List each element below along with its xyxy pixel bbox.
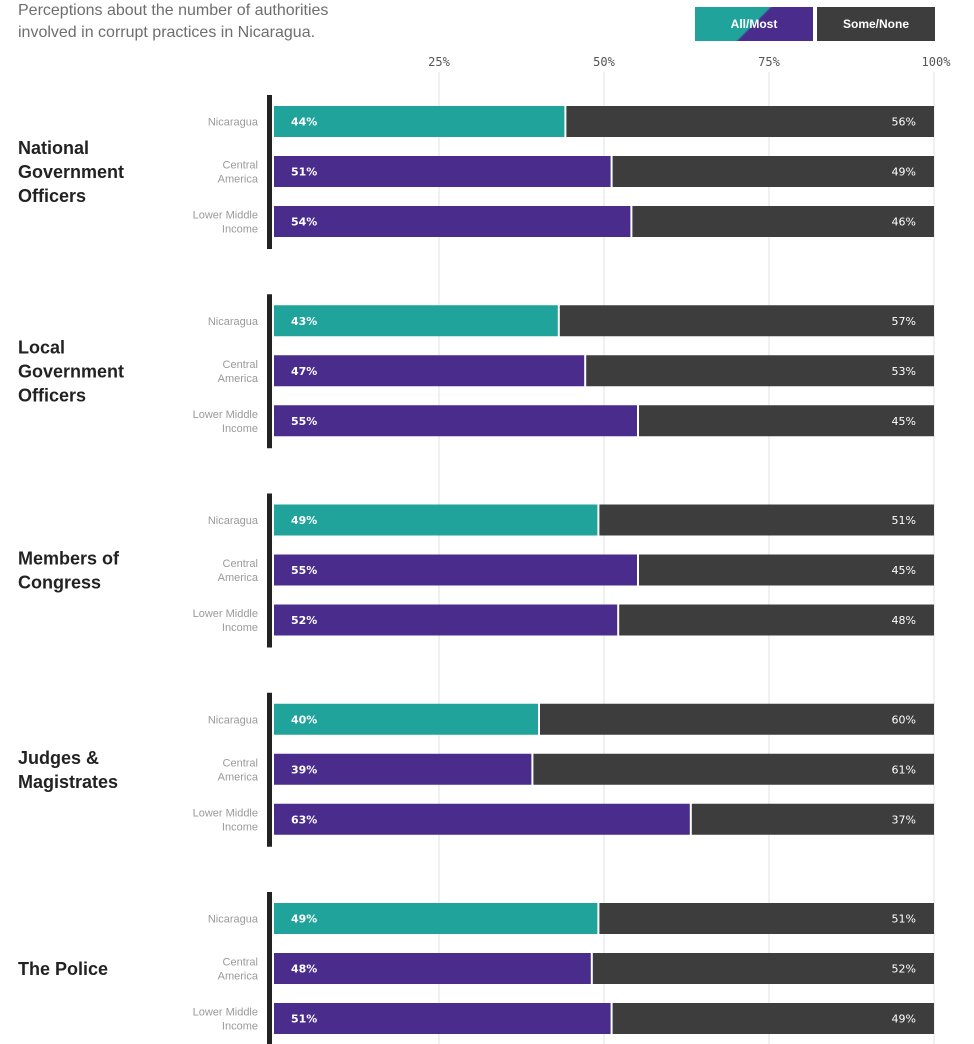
bar-some-none: [612, 1003, 934, 1034]
data-label-some-none: 57%: [892, 315, 916, 328]
bar-some-none: [691, 803, 934, 835]
data-label-all-most: 43%: [291, 315, 317, 328]
data-label-all-most: 51%: [291, 1013, 317, 1026]
data-label-some-none: 53%: [892, 365, 916, 378]
data-label-some-none: 60%: [892, 713, 916, 726]
row-label: Lower Middle Income: [193, 1007, 258, 1033]
bar-some-none: [533, 753, 934, 785]
group-label: The Police: [18, 959, 108, 979]
bar-some-none: [612, 156, 934, 187]
group-axis-bar: [267, 294, 272, 449]
data-label-all-most: 48%: [291, 963, 317, 976]
bar-all-most: [274, 405, 637, 437]
data-label-some-none: 51%: [892, 514, 916, 527]
row-label: Nicaragua: [208, 316, 259, 328]
group-axis-bar: [267, 692, 272, 847]
bar-all-most: [274, 156, 611, 187]
bar-all-most: [274, 554, 637, 586]
group-label: Local Government Officers: [18, 337, 124, 405]
bar-all-most: [274, 953, 591, 984]
data-label-some-none: 49%: [892, 166, 916, 179]
bar-all-most: [274, 803, 690, 835]
data-label-some-none: 49%: [892, 1013, 916, 1026]
data-label-some-none: 37%: [892, 813, 916, 826]
group-axis-bar: [267, 95, 272, 249]
row-label: Central America: [218, 160, 259, 186]
bar-some-none: [592, 953, 934, 984]
data-label-all-most: 47%: [291, 365, 317, 378]
group-axis-bar: [267, 493, 272, 648]
group-label: National Government Officers: [18, 138, 124, 206]
group-label: Members of Congress: [18, 549, 120, 593]
group-axis-bar: [267, 892, 272, 1044]
bar-all-most: [274, 1003, 611, 1034]
row-label: Nicaragua: [208, 515, 259, 527]
bar-all-most: [274, 604, 618, 636]
bar-all-most: [274, 753, 532, 785]
data-label-some-none: 46%: [892, 216, 916, 229]
row-label: Nicaragua: [208, 117, 259, 129]
data-label-all-most: 52%: [291, 614, 317, 627]
bar-some-none: [639, 405, 934, 437]
bar-all-most: [274, 355, 585, 387]
legend: All/Most Some/None: [695, 7, 935, 41]
data-label-all-most: 49%: [291, 514, 317, 527]
chart-subtitle: Perceptions about the number of authorit…: [18, 2, 329, 41]
data-label-some-none: 56%: [892, 116, 916, 129]
row-label: Nicaragua: [208, 914, 259, 926]
legend-all-most: All/Most: [695, 7, 813, 41]
bar-all-most: [274, 206, 631, 237]
row-label: Lower Middle Income: [193, 807, 258, 833]
row-label: Central America: [218, 359, 259, 385]
bar-some-none: [632, 206, 934, 237]
tick-label-75: 75%: [758, 55, 780, 69]
data-label-all-most: 55%: [291, 415, 317, 428]
bar-all-most: [274, 106, 565, 137]
row-label: Lower Middle Income: [193, 210, 258, 236]
data-label-all-most: 55%: [291, 564, 317, 577]
tick-label-100: 100%: [922, 55, 952, 69]
data-label-some-none: 51%: [892, 913, 916, 926]
bar-some-none: [619, 604, 934, 636]
data-label-all-most: 54%: [291, 216, 317, 229]
row-label: Central America: [218, 757, 259, 783]
bar-some-none: [540, 703, 934, 735]
tick-label-25: 25%: [428, 55, 450, 69]
data-label-all-most: 51%: [291, 166, 317, 179]
data-label-all-most: 63%: [291, 813, 317, 826]
data-label-all-most: 39%: [291, 763, 317, 776]
bar-all-most: [274, 305, 558, 337]
data-label-some-none: 45%: [892, 564, 916, 577]
row-label: Lower Middle Income: [193, 608, 258, 634]
bar-some-none: [639, 554, 934, 586]
legend-some-none: Some/None: [817, 7, 935, 41]
data-label-all-most: 40%: [291, 713, 317, 726]
bar-some-none: [599, 504, 934, 536]
group-label: Judges & Magistrates: [18, 748, 118, 792]
row-label: Central America: [218, 957, 259, 983]
data-label-some-none: 52%: [892, 963, 916, 976]
data-label-all-most: 49%: [291, 913, 317, 926]
row-label: Central America: [218, 558, 259, 584]
bar-all-most: [274, 703, 538, 735]
data-label-some-none: 45%: [892, 415, 916, 428]
row-label: Nicaragua: [208, 714, 259, 726]
bar-some-none: [599, 903, 934, 934]
bar-some-none: [586, 355, 934, 387]
bar-all-most: [274, 504, 598, 536]
data-label-some-none: 61%: [892, 763, 916, 776]
bar-some-none: [566, 106, 934, 137]
row-label: Lower Middle Income: [193, 409, 258, 435]
data-label-all-most: 44%: [291, 116, 317, 129]
bar-all-most: [274, 903, 598, 934]
data-label-some-none: 48%: [892, 614, 916, 627]
tick-label-50: 50%: [593, 55, 615, 69]
bar-some-none: [559, 305, 934, 337]
